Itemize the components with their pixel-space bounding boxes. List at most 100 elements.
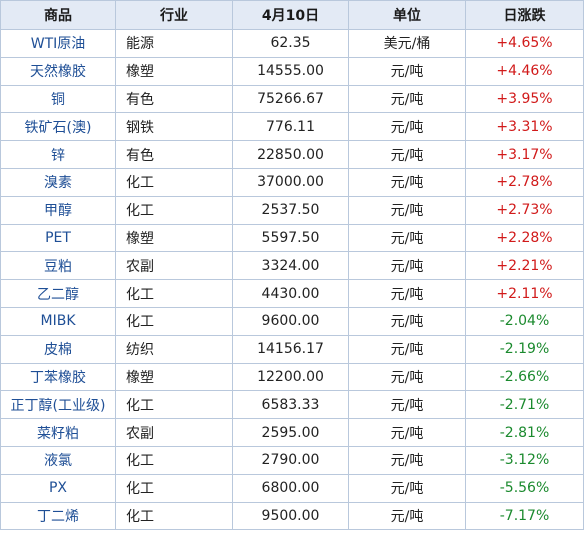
commodity-name-link[interactable]: 豆粕 [0,251,116,281]
daily-change-cell: -7.17% [465,501,584,531]
unit-cell: 元/吨 [348,167,466,197]
header-row: 商品 行业 4月10日 单位 日涨跌 [0,0,584,30]
header-daily-change: 日涨跌 [465,0,584,30]
table-row: 皮棉 纺织 14156.17 元/吨 -2.19% [0,334,584,364]
unit-cell: 元/吨 [348,501,466,531]
table-row: 乙二醇 化工 4430.00 元/吨 +2.11% [0,279,584,308]
commodity-name-link[interactable]: 液氯 [0,445,116,475]
unit-cell: 元/吨 [348,223,466,253]
unit-cell: 元/吨 [348,390,466,420]
header-commodity: 商品 [0,0,116,30]
price-cell: 22850.00 [232,140,349,169]
sector-cell: 化工 [115,445,233,475]
table-row: 正丁醇(工业级) 化工 6583.33 元/吨 -2.71% [0,390,584,420]
table-row: 丁苯橡胶 橡塑 12200.00 元/吨 -2.66% [0,362,584,392]
price-cell: 62.35 [232,29,349,58]
price-cell: 4430.00 [232,279,349,308]
price-cell: 14555.00 [232,56,349,86]
table-row: 溴素 化工 37000.00 元/吨 +2.78% [0,167,584,197]
commodity-name-link[interactable]: 乙二醇 [0,279,116,308]
sector-cell: 化工 [115,279,233,308]
price-cell: 6800.00 [232,473,349,503]
daily-change-cell: +2.21% [465,251,584,281]
unit-cell: 元/吨 [348,418,466,447]
sector-cell: 化工 [115,306,233,336]
price-cell: 6583.33 [232,390,349,420]
commodity-name-link[interactable]: 天然橡胶 [0,56,116,86]
commodity-name-link[interactable]: 丁二烯 [0,501,116,531]
table-row: 甲醇 化工 2537.50 元/吨 +2.73% [0,195,584,225]
sector-cell: 有色 [115,140,233,169]
price-cell: 3324.00 [232,251,349,281]
unit-cell: 元/吨 [348,112,466,142]
daily-change-cell: -2.66% [465,362,584,392]
sector-cell: 化工 [115,501,233,531]
table-row: MIBK 化工 9600.00 元/吨 -2.04% [0,306,584,336]
price-cell: 12200.00 [232,362,349,392]
commodity-name-link[interactable]: MIBK [0,306,116,336]
price-cell: 37000.00 [232,167,349,197]
table-row: 液氯 化工 2790.00 元/吨 -3.12% [0,445,584,475]
unit-cell: 元/吨 [348,195,466,225]
unit-cell: 元/吨 [348,306,466,336]
price-cell: 5597.50 [232,223,349,253]
sector-cell: 有色 [115,84,233,114]
daily-change-cell: +2.73% [465,195,584,225]
table-row: PET 橡塑 5597.50 元/吨 +2.28% [0,223,584,253]
price-cell: 776.11 [232,112,349,142]
price-cell: 9600.00 [232,306,349,336]
price-cell: 9500.00 [232,501,349,531]
sector-cell: 橡塑 [115,56,233,86]
daily-change-cell: +3.17% [465,140,584,169]
table-row: 豆粕 农副 3324.00 元/吨 +2.21% [0,251,584,281]
commodity-name-link[interactable]: 铜 [0,84,116,114]
price-cell: 2595.00 [232,418,349,447]
header-date: 4月10日 [232,0,349,30]
commodity-name-link[interactable]: 丁苯橡胶 [0,362,116,392]
commodity-name-link[interactable]: PX [0,473,116,503]
daily-change-cell: -2.04% [465,306,584,336]
commodity-name-link[interactable]: 甲醇 [0,195,116,225]
unit-cell: 元/吨 [348,140,466,169]
table-row: 锌有色 22850.00 元/吨 +3.17% [0,140,584,169]
commodity-name-link[interactable]: 溴素 [0,167,116,197]
unit-cell: 元/吨 [348,84,466,114]
commodity-name-link[interactable]: 锌 [0,140,116,169]
daily-change-cell: -2.81% [465,418,584,447]
daily-change-cell: -5.56% [465,473,584,503]
daily-change-cell: +3.95% [465,84,584,114]
sector-cell: 农副 [115,251,233,281]
price-cell: 2537.50 [232,195,349,225]
table-row: 铜有色 75266.67 元/吨 +3.95% [0,84,584,114]
daily-change-cell: -2.19% [465,334,584,364]
unit-cell: 元/吨 [348,473,466,503]
table-body: WTI原油 能源 62.35 美元/桶 +4.65% 天然橡胶 橡塑 14555.00 元/吨 +… [0,29,584,531]
daily-change-cell: -3.12% [465,445,584,475]
price-cell: 2790.00 [232,445,349,475]
table-row: PX 化工 6800.00 元/吨 -5.56% [0,473,584,503]
commodity-name-link[interactable]: WTI原油 [0,29,116,58]
commodity-name-link[interactable]: 皮棉 [0,334,116,364]
sector-cell: 化工 [115,473,233,503]
commodity-name-link[interactable]: 正丁醇(工业级) [0,390,116,420]
table-row: 丁二烯 化工 9500.00 元/吨 -7.17% [0,501,584,531]
header-unit: 单位 [348,0,466,30]
sector-cell: 橡塑 [115,223,233,253]
commodity-name-link[interactable]: 铁矿石(澳) [0,112,116,142]
table-row: 菜籽粕 农副 2595.00 元/吨 -2.81% [0,418,584,447]
table-row: 天然橡胶 橡塑 14555.00 元/吨 +4.46% [0,56,584,86]
unit-cell: 元/吨 [348,445,466,475]
sector-cell: 化工 [115,195,233,225]
commodity-name-link[interactable]: 菜籽粕 [0,418,116,447]
table-row: WTI原油 能源 62.35 美元/桶 +4.65% [0,29,584,58]
unit-cell: 元/吨 [348,56,466,86]
daily-change-cell: +2.78% [465,167,584,197]
daily-change-cell: +2.11% [465,279,584,308]
daily-change-cell: +4.46% [465,56,584,86]
unit-cell: 元/吨 [348,251,466,281]
daily-change-cell: +3.31% [465,112,584,142]
commodity-name-link[interactable]: PET [0,223,116,253]
unit-cell: 元/吨 [348,362,466,392]
sector-cell: 化工 [115,390,233,420]
